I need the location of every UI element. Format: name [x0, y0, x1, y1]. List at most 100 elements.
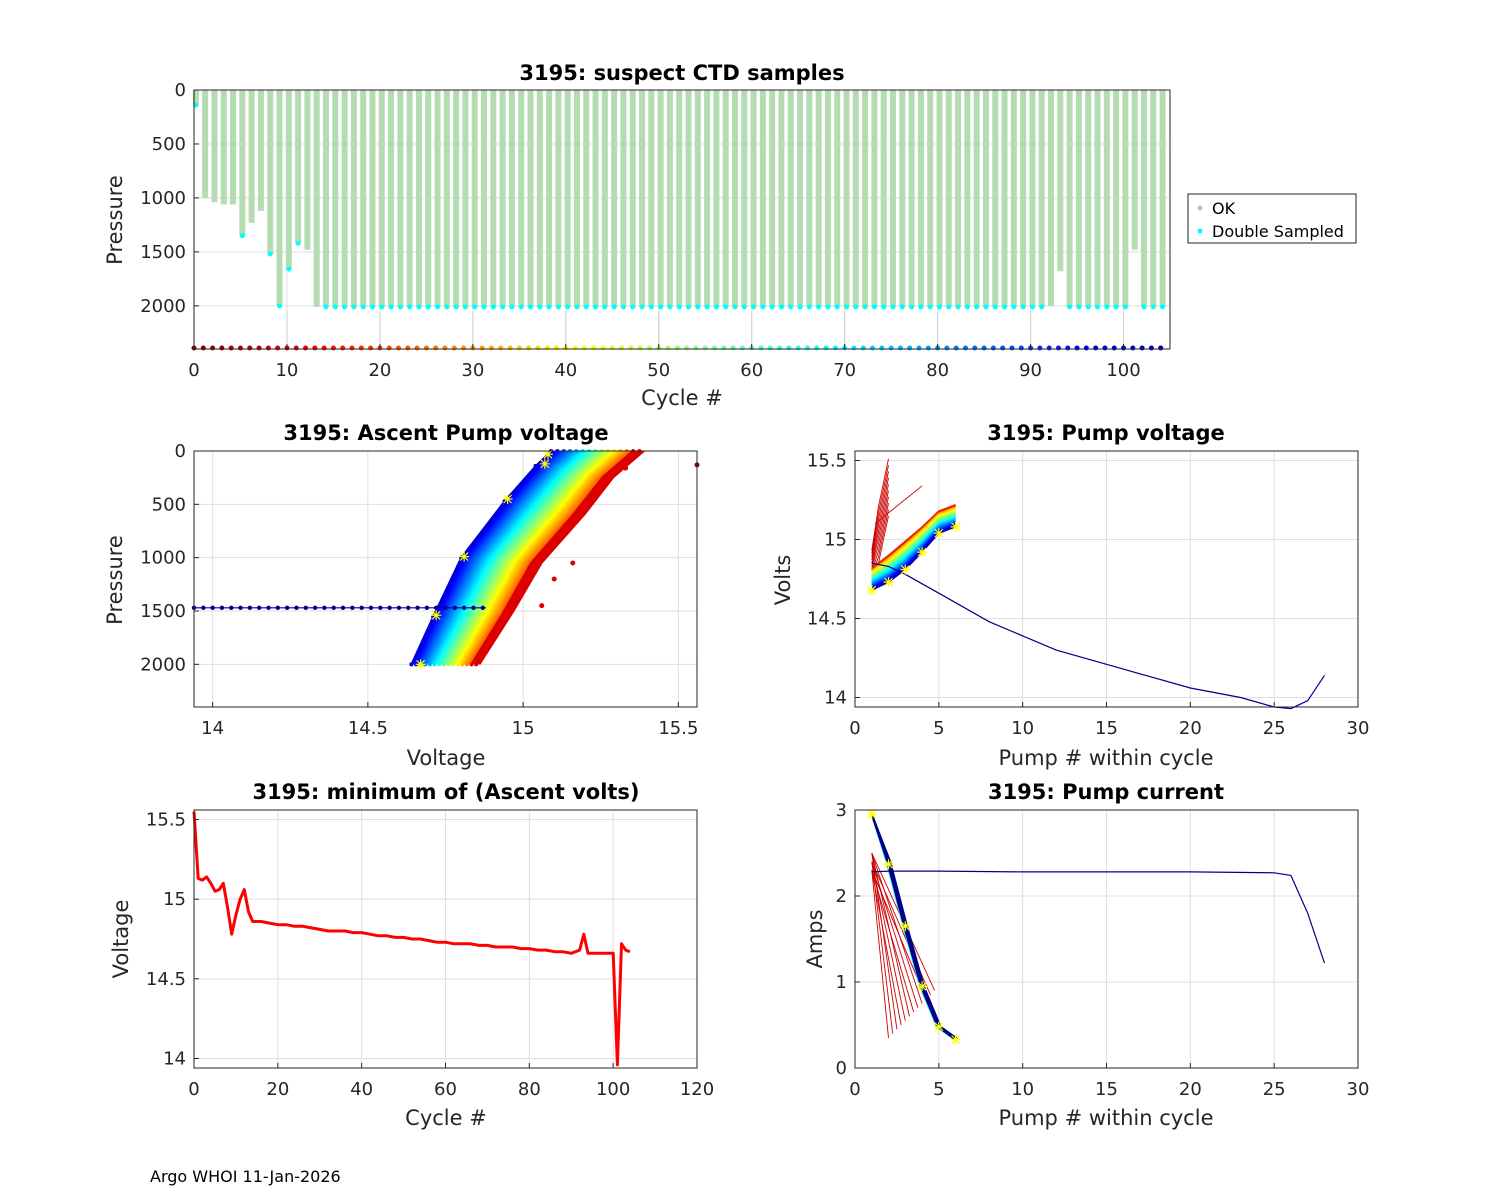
pumpv-red-cycle [871, 477, 889, 561]
ctd-profile-bar [769, 90, 776, 307]
ctd-cycle-marker [349, 345, 355, 351]
ctd-profile-bar [555, 90, 562, 307]
pumpv-ytick-label: 15 [824, 529, 847, 550]
ascent-ytick-label: 1000 [140, 548, 186, 569]
ctd-cycle-marker [981, 345, 987, 351]
ctd-double-sampled-point [1141, 304, 1147, 310]
ascent-profile-line [446, 450, 601, 665]
ctd-double-sampled-point [407, 304, 413, 310]
ascent-xtick-label: 14 [201, 718, 224, 739]
ctd-ytick-label: 1500 [140, 242, 186, 263]
ascent-profile-line [468, 450, 631, 665]
ctd-profile-bar [397, 90, 404, 307]
ascent-yellow-marker [431, 610, 442, 621]
ctd-cycle-marker [423, 345, 429, 351]
pumpi-lines [866, 809, 1326, 1045]
ascent-horizontal-point [396, 605, 402, 610]
ctd-cycle-marker [414, 345, 420, 351]
ascent-xtick-label: 15 [512, 718, 535, 739]
ctd-cycle-marker [1130, 345, 1136, 351]
ctd-profile-bar [778, 90, 785, 307]
ascent-profile-line [454, 450, 612, 665]
ascent-yellow-marker [502, 494, 513, 504]
ctd-double-sampled-point [788, 304, 794, 310]
ctd-double-sampled-point [890, 304, 896, 310]
ctd-profile-bar [1094, 90, 1101, 307]
ascent-horizontal-point [359, 605, 364, 610]
ctd-profile-bar [787, 90, 794, 307]
ctd-double-sampled-point [444, 304, 450, 310]
ctd-xtick-label: 40 [554, 360, 577, 381]
ctd-double-sampled-point [611, 304, 617, 310]
ctd-double-sampled-point [351, 304, 357, 310]
ctd-profile-bar [1140, 90, 1147, 307]
ascent-profile-point [409, 662, 414, 667]
pumpv-ytick-label: 15.5 [807, 450, 847, 471]
legend-double-label: Double Sampled [1212, 222, 1344, 241]
ctd-profile-bar [620, 90, 627, 307]
ctd-cycle-marker [637, 345, 643, 351]
ascent-horizontal-point [443, 605, 448, 610]
ascent-profile-line [465, 450, 626, 665]
ascent-xlabel: Voltage [407, 746, 486, 770]
minv-ytick-label: 14.5 [146, 969, 186, 990]
ctd-xtick-label: 30 [461, 360, 484, 381]
ctd-profile-bar [815, 90, 822, 307]
ctd-cycle-marker [879, 345, 885, 351]
ctd-double-sampled-point [1160, 304, 1166, 310]
ctd-profile-bar [499, 90, 506, 307]
ascent-horizontal-point [433, 605, 439, 610]
ctd-profile-bar [239, 90, 246, 236]
ctd-xtick-label: 80 [926, 360, 949, 381]
ctd-cycle-marker [619, 345, 625, 351]
ascent-ylabel: Pressure [103, 535, 127, 625]
ascent-profile-line [461, 450, 622, 665]
ctd-profile-bar [220, 90, 227, 205]
ctd-cycle-marker [628, 345, 634, 351]
ctd-cycle-marker [990, 345, 996, 351]
ctd-profile-bar [508, 90, 515, 307]
minv-ytick-label: 15 [163, 889, 186, 910]
ctd-profile-bar [369, 90, 376, 307]
ctd-double-sampled-point [936, 304, 942, 310]
pumpi-xtick-label: 30 [1347, 1079, 1370, 1100]
ascent-panel: 3195: Ascent Pump voltage 14 14.5 15 15.5 0… [103, 421, 700, 770]
ctd-profile-bar [295, 90, 302, 244]
ctd-xtick-label: 50 [647, 360, 670, 381]
pumpv-yellow-marker [883, 577, 894, 588]
ctd-cycle-marker [247, 345, 253, 351]
ascent-profile-line [425, 450, 573, 665]
ctd-cycle-marker [609, 345, 615, 351]
ctd-cycle-marker [535, 345, 541, 351]
pumpi-ytick-label: 3 [836, 800, 847, 821]
ctd-cycle-marker [1111, 345, 1117, 351]
ascent-ytick-label: 1500 [140, 601, 186, 622]
ascent-horizontal-point [406, 605, 411, 610]
ctd-double-sampled-point [369, 304, 375, 310]
ctd-profile-bar [527, 90, 534, 307]
ctd-cycle-marker [600, 345, 606, 351]
ctd-profile-bar [313, 90, 320, 307]
ctd-profile-bar [936, 90, 943, 307]
ctd-profile-bar [843, 90, 850, 307]
ctd-xtick-label: 0 [188, 360, 199, 381]
ctd-profile-bar [992, 90, 999, 307]
ctd-double-sampled-point [927, 304, 933, 310]
ctd-profile-bar [341, 90, 348, 307]
ascent-profile-point [502, 499, 507, 504]
ctd-cycle-marker [730, 345, 736, 351]
ctd-profile-bar [1159, 90, 1166, 307]
ctd-double-sampled-point [676, 304, 682, 310]
ctd-cycle-marker [591, 345, 597, 351]
pump-current-panel: 3195: Pump current 0 5 10 15 20 25 30 0 1 2 3 Pum… [803, 780, 1369, 1130]
pumpv-cycle-line [871, 526, 956, 591]
ctd-profile-bar [471, 90, 478, 307]
ascent-profile-line [431, 450, 581, 665]
minv-xtick-label: 0 [188, 1079, 199, 1100]
ctd-cycle-marker [823, 345, 829, 351]
ctd-double-sampled-point [1113, 304, 1119, 310]
ctd-double-sampled-point [1029, 304, 1035, 310]
ctd-double-sampled-point [193, 102, 199, 108]
ctd-axes-frame [193, 89, 1171, 350]
ctd-double-sampled-point [425, 304, 431, 310]
